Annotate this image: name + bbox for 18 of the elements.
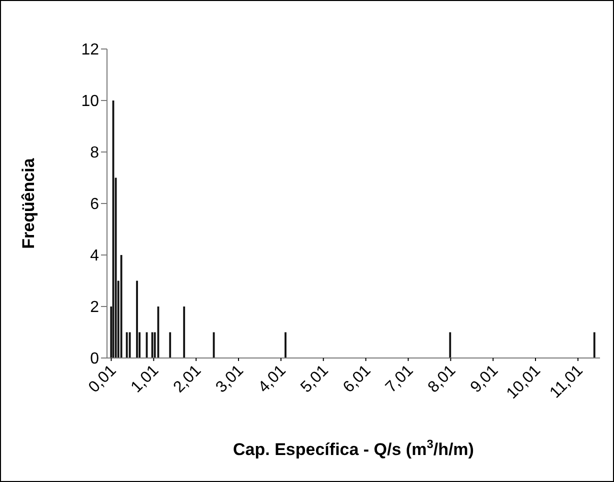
x-tick-label: 1,01	[128, 362, 162, 396]
x-tick-label: 4,01	[255, 362, 290, 396]
y-axis-title: Freqüência	[19, 158, 38, 249]
y-tick-label: 10	[81, 93, 100, 110]
x-tick-label: 8,01	[425, 362, 460, 396]
y-tick-label: 12	[81, 42, 100, 59]
y-tick-label: 8	[90, 144, 100, 162]
y-tick-label: 2	[90, 299, 100, 316]
y-tick-label: 0	[90, 350, 100, 368]
x-tick-label: 2,01	[170, 362, 205, 396]
x-tick-label: 7,01	[382, 362, 417, 396]
x-tick-label: 6,01	[340, 362, 374, 396]
x-tick-label: 9,01	[468, 362, 502, 396]
y-tick-label: 4	[90, 248, 100, 265]
x-tick-label: 3,01	[212, 362, 248, 396]
x-tick-label: 5,01	[298, 362, 332, 396]
y-tick-label: 6	[90, 196, 100, 214]
x-axis-title: Cap. Específica - Q/s (m$^{3}$/h/m)	[233, 437, 474, 459]
